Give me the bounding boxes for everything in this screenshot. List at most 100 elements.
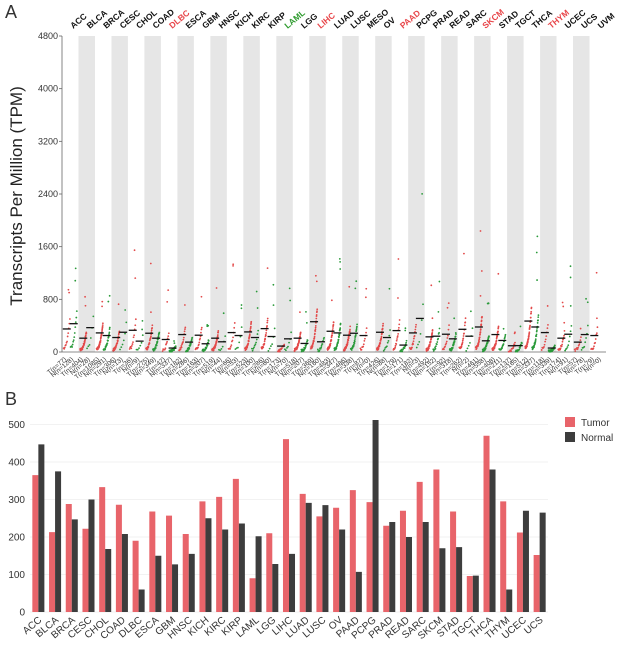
sample-point (494, 343, 497, 346)
sample-point (479, 328, 482, 331)
sample-point (447, 334, 449, 337)
sample-point (480, 324, 483, 327)
sample-point (559, 347, 562, 350)
sample-point (514, 331, 516, 334)
sample-point (150, 335, 152, 338)
column-stripe (573, 36, 590, 352)
sample-point (486, 341, 489, 343)
sample-point (158, 331, 161, 334)
sample-point (190, 338, 193, 341)
sample-point (568, 335, 571, 338)
tumor-bar (433, 469, 440, 612)
sample-point (466, 347, 469, 350)
sample-point (528, 331, 531, 334)
sample-point (167, 335, 170, 338)
sample-point (527, 341, 529, 343)
column-stripe (210, 36, 227, 352)
sample-point (501, 347, 503, 350)
normal-bar (105, 549, 112, 612)
sample-point (438, 327, 441, 330)
sample-point (574, 350, 577, 352)
sample-point (528, 332, 531, 335)
sample-point (480, 323, 483, 326)
sample-point (85, 332, 88, 335)
sample-point (563, 329, 566, 332)
sample-point (92, 315, 95, 318)
sample-point (247, 342, 250, 345)
sample-point (323, 336, 326, 339)
sample-point (464, 317, 467, 320)
sample-point (86, 347, 88, 350)
sample-point (154, 347, 157, 350)
normal-bar (121, 534, 128, 612)
sample-point (117, 303, 120, 306)
sample-point (249, 325, 252, 328)
sample-point (184, 326, 187, 329)
sample-point (263, 340, 266, 343)
sample-point (84, 295, 86, 298)
sample-point (273, 327, 276, 330)
sample-point (183, 304, 186, 306)
y-tick-label: 500 (8, 420, 25, 431)
sample-point (577, 346, 579, 349)
cancer-label: UVM (596, 11, 617, 31)
sample-point (554, 344, 556, 347)
sample-point (265, 334, 267, 337)
sample-point (138, 347, 140, 350)
sample-point (395, 343, 398, 345)
sample-point (534, 339, 537, 342)
sample-point (101, 325, 104, 328)
tumor-bar (99, 487, 106, 612)
sample-point (130, 345, 133, 347)
sample-point (354, 287, 357, 290)
sample-point (272, 304, 275, 307)
sample-point (463, 252, 465, 255)
sample-point (360, 348, 363, 351)
sample-point (363, 339, 366, 342)
sample-point (445, 340, 448, 343)
sample-point (216, 335, 219, 338)
sample-point (199, 335, 202, 338)
sample-point (311, 345, 314, 348)
sample-point (493, 346, 496, 349)
y-tick-label: 2400 (38, 189, 58, 199)
sample-point (454, 335, 457, 338)
sample-point (394, 344, 397, 347)
sample-point (355, 325, 358, 328)
sample-point (99, 341, 102, 343)
sample-point (480, 270, 483, 272)
sample-point (141, 334, 144, 337)
tumor-bar (199, 501, 206, 612)
sample-point (398, 323, 401, 326)
sample-point (231, 339, 234, 342)
sample-point (529, 316, 532, 319)
sample-point (419, 332, 422, 335)
sample-point (313, 335, 316, 338)
tumor-bar (500, 501, 507, 612)
sample-point (125, 321, 128, 324)
sample-point (386, 345, 388, 348)
sample-point (132, 336, 135, 339)
sample-point (533, 346, 535, 349)
sample-point (362, 345, 365, 348)
sample-point (463, 332, 465, 335)
column-stripe (375, 36, 392, 352)
column-stripe (309, 36, 326, 352)
sample-point (238, 341, 241, 344)
sample-point (359, 347, 362, 350)
sample-point (580, 348, 583, 351)
sample-point (331, 334, 333, 337)
sample-point (251, 349, 254, 352)
sample-point (434, 347, 437, 350)
sample-point (497, 272, 500, 275)
sample-point (544, 338, 547, 341)
sample-point (562, 305, 565, 308)
sample-point (250, 320, 253, 323)
sample-point (479, 295, 482, 297)
sample-point (73, 336, 76, 338)
sample-point (397, 333, 400, 335)
sample-point (280, 347, 283, 350)
sample-point (121, 343, 124, 346)
sample-point (543, 345, 545, 348)
sample-point (119, 348, 121, 351)
